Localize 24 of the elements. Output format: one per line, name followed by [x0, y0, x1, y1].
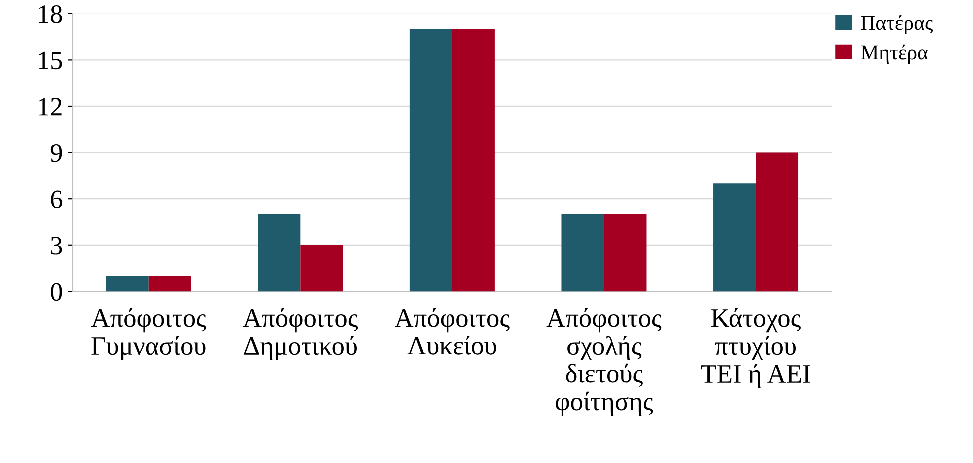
x-tick-label: Απόφοιτος Λυκείου — [395, 308, 510, 355]
y-tick-label: 0 — [51, 283, 62, 302]
legend-label: Πατέρας — [861, 15, 934, 34]
bar — [604, 214, 647, 292]
legend-label: Μητέρα — [861, 44, 928, 64]
y-tick-label: 12 — [39, 98, 62, 116]
bar — [106, 276, 149, 292]
bar — [714, 184, 756, 292]
bar — [148, 276, 192, 292]
bar — [410, 29, 452, 292]
bar — [300, 245, 344, 292]
x-tick-label: Απόφοιτος σχολής διετούς φοίτησης — [546, 308, 662, 416]
bar — [452, 29, 495, 292]
y-tick-label: 18 — [39, 5, 62, 24]
x-tick-label: Απόφοιτος Γυμνασίου — [91, 308, 206, 361]
bar — [258, 214, 301, 292]
y-tick-label: 15 — [39, 52, 62, 70]
x-tick-label: Απόφοιτος Δημοτικού — [243, 308, 358, 361]
y-tick-label: 3 — [51, 237, 62, 255]
y-tick-label: 9 — [50, 144, 62, 162]
bar — [756, 152, 799, 292]
bar — [562, 214, 604, 292]
y-tick-label: 6 — [51, 190, 62, 209]
x-tick-label: Κάτοχος πτυχίου ΤΕΙ ή ΑΕΙ — [701, 308, 810, 388]
